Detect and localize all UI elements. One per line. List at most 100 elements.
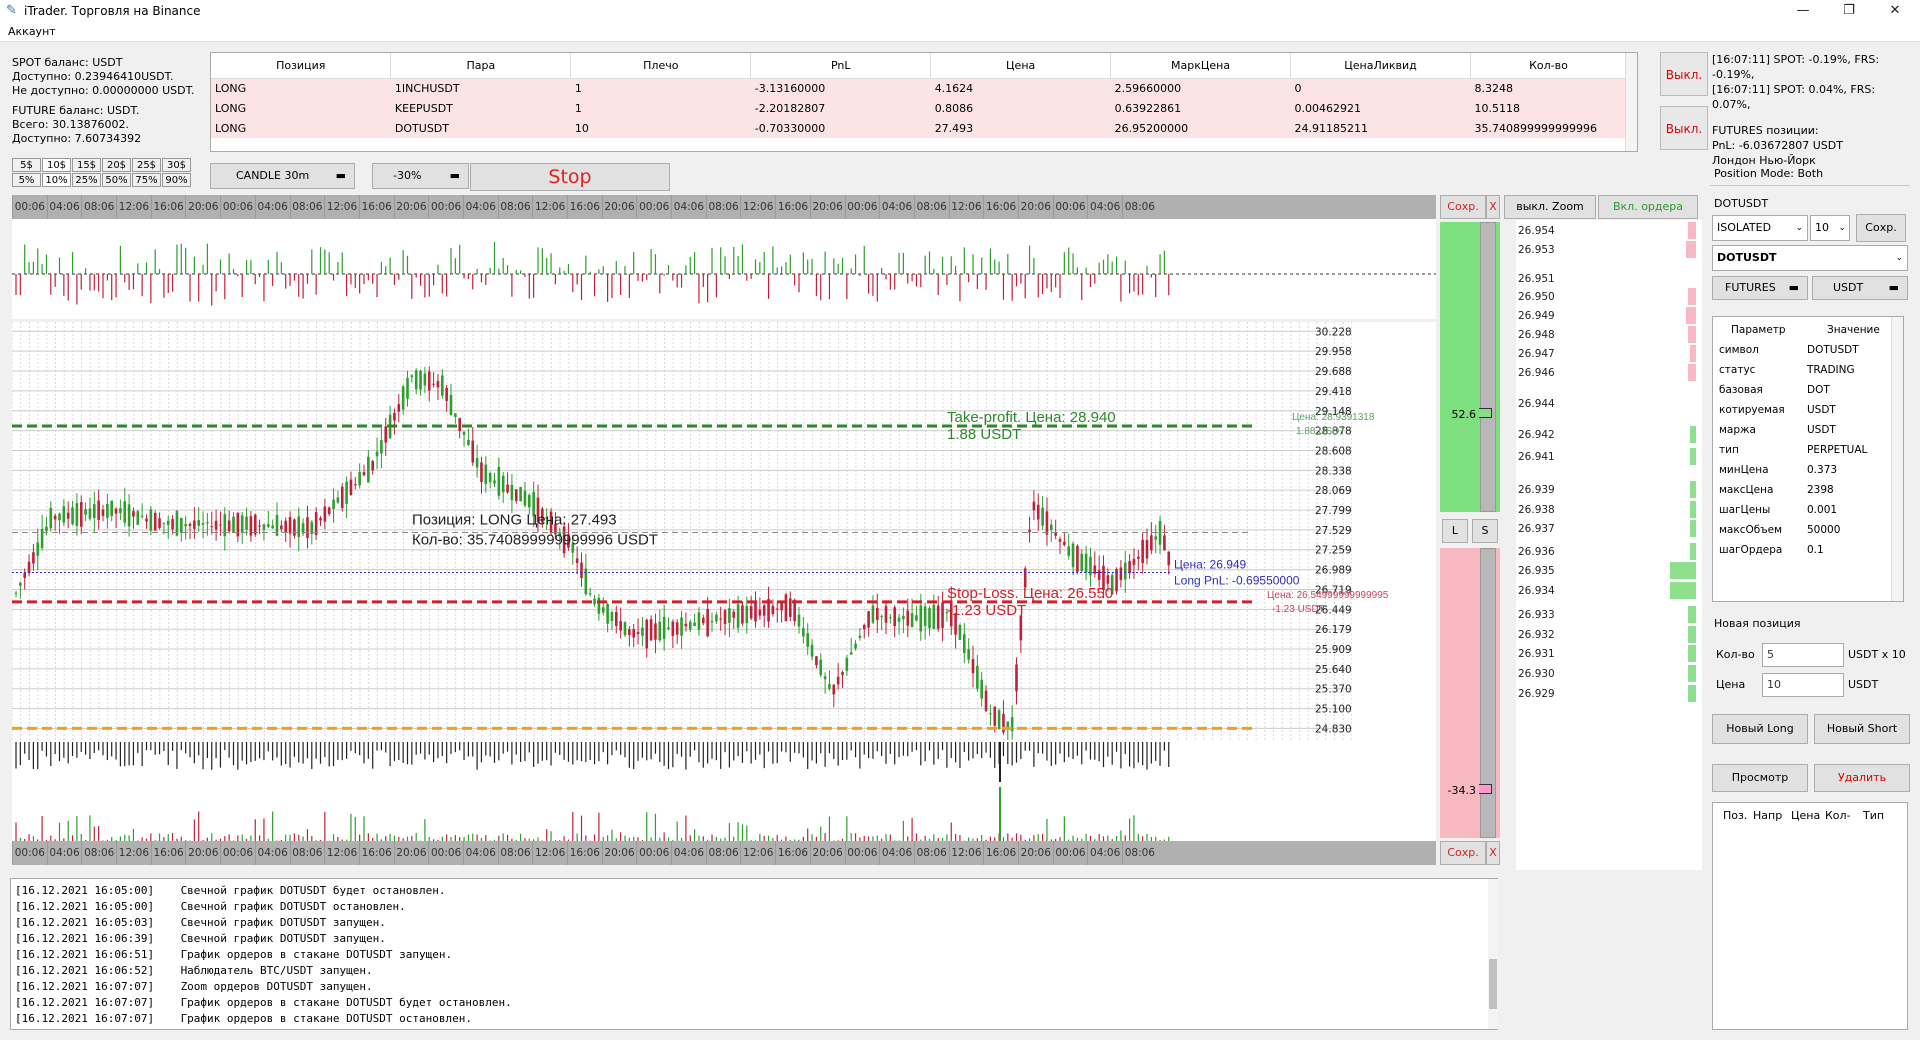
amount-pct-button[interactable]: 50% — [102, 173, 131, 187]
orders-col-header[interactable]: Кол- — [1825, 809, 1851, 822]
amount-pct-button[interactable]: 10% — [42, 173, 71, 187]
short-button[interactable]: S — [1472, 519, 1498, 543]
candle-body — [1093, 565, 1097, 574]
time-tick-label: 16:06 — [983, 195, 1018, 219]
preview-button[interactable]: Просмотр — [1712, 764, 1808, 792]
pair-select[interactable]: DOTUSDT ⌄ — [1712, 245, 1908, 271]
candle-body — [262, 524, 266, 530]
time-tick-label: 04:06 — [1087, 841, 1122, 865]
table-cell: 0.8086 — [930, 98, 1111, 118]
buy-zoom-slider[interactable] — [1480, 222, 1496, 512]
delete-button[interactable]: Удалить — [1814, 764, 1910, 792]
spot-title: SPOT баланс: USDT — [12, 56, 123, 69]
table-row[interactable]: LONG KEEPUSDT 1 -2.20182807 0.8086 0.63922861… — [211, 98, 1627, 118]
param-value: USDT — [1807, 404, 1836, 416]
orders-col-header[interactable]: Поз. — [1723, 809, 1748, 822]
candle-body — [1071, 543, 1075, 568]
price-chart-svg: 30.228 29.958 29.688 29.418 29.148 28.878 28.6… — [11, 322, 1436, 742]
col-header[interactable]: PnL — [750, 53, 932, 79]
table-cell: 1INCHUSDT — [390, 78, 571, 98]
positions-scrollbar[interactable] — [1625, 53, 1637, 151]
candle-body — [301, 523, 305, 534]
col-header[interactable]: Цена — [930, 53, 1112, 79]
log-scrollbar[interactable] — [1488, 879, 1498, 1029]
col-header[interactable]: Пара — [390, 53, 572, 79]
sell-zoom-handle[interactable] — [1479, 784, 1492, 794]
candle-body — [145, 518, 148, 522]
amount-usd-button[interactable]: 10$ — [42, 158, 71, 172]
new-long-button[interactable]: Новый Long — [1712, 714, 1808, 744]
orderbook-volume-bar — [1690, 448, 1696, 465]
log-line: [16.12.2021 16:06:52] Наблюдатель BTC/US… — [15, 964, 373, 977]
spot-toggle-button[interactable]: Выкл. — [1660, 52, 1708, 96]
amount-usd-button[interactable]: 15$ — [72, 158, 101, 172]
table-row[interactable]: LONG DOTUSDT 10 -0.70330000 27.493 26.9520000… — [211, 118, 1627, 138]
price-input[interactable]: 10 — [1762, 673, 1844, 697]
menu-account[interactable]: Аккаунт — [8, 25, 56, 38]
table-cell: 10 — [570, 118, 751, 138]
col-header[interactable]: ЦенаЛиквид — [1290, 53, 1471, 79]
zoom-close-top-button[interactable]: X — [1486, 195, 1500, 219]
time-tick-label: 20:06 — [1017, 195, 1053, 219]
amount-usd-button[interactable]: 25$ — [132, 158, 161, 172]
new-short-button[interactable]: Новый Short — [1814, 714, 1910, 744]
candle-body — [780, 601, 783, 611]
price-unit: USDT — [1848, 678, 1879, 691]
time-tick-label: 04:06 — [254, 195, 290, 219]
candle-body — [1132, 558, 1136, 566]
amount-usd-button[interactable]: 5$ — [12, 158, 41, 172]
table-cell: LONG — [211, 78, 391, 98]
amount-usd-button[interactable]: 30$ — [162, 158, 191, 172]
orders-col-header[interactable]: Тип — [1863, 809, 1885, 822]
app-icon: ✎ — [6, 3, 17, 18]
stop-button[interactable]: Stop — [470, 163, 670, 191]
orders-col-header[interactable]: Цена — [1791, 809, 1821, 822]
leverage-select[interactable]: 10 ⌄ — [1810, 215, 1850, 241]
candle-body — [832, 684, 836, 695]
margin-select[interactable]: ISOLATED ⌄ — [1712, 215, 1808, 241]
amount-usd-button[interactable]: 20$ — [102, 158, 131, 172]
buy-zoom-handle[interactable] — [1479, 408, 1492, 418]
params-scrollbar[interactable] — [1891, 317, 1903, 601]
time-tick-label: 00:06 — [428, 841, 463, 865]
time-tick-label: 04:06 — [46, 195, 82, 219]
qty-input[interactable]: 5 — [1762, 643, 1844, 667]
amount-pct-button[interactable]: 75% — [132, 173, 161, 187]
amount-pct-button[interactable]: 90% — [162, 173, 191, 187]
percent-select[interactable]: -30% ▬ — [372, 163, 469, 189]
table-row[interactable]: LONG 1INCHUSDT 1 -3.13160000 4.1624 2.5966000… — [211, 78, 1627, 98]
long-button[interactable]: L — [1442, 519, 1468, 543]
col-header[interactable]: Позиция — [211, 53, 392, 79]
sell-zoom-slider[interactable] — [1480, 548, 1496, 838]
candle-body — [445, 387, 448, 401]
time-tick-label: 08:06 — [1122, 841, 1157, 865]
orders-on-button[interactable]: Вкл. ордера — [1598, 195, 1698, 219]
zoom-save-top-button[interactable]: Сохр. — [1440, 195, 1486, 219]
candle-select[interactable]: CANDLE 30m ▬ — [210, 163, 355, 189]
candle-body — [989, 713, 992, 715]
col-header[interactable]: Кол-во — [1470, 53, 1628, 79]
futures-toggle-button[interactable]: Выкл. — [1660, 106, 1708, 150]
positions-table[interactable]: Позиция Пара Плечо PnL Цена МаркЦена ЦенаЛикви… — [210, 52, 1638, 152]
orders-list[interactable]: Поз. Напр Цена Кол- Тип — [1712, 802, 1908, 1030]
orders-col-header[interactable]: Напр — [1753, 809, 1783, 822]
candle-body — [806, 633, 809, 647]
zoom-off-button[interactable]: выкл. Zoom — [1504, 195, 1596, 219]
candle-body — [249, 516, 253, 536]
leverage-save-button[interactable]: Сохр. — [1856, 214, 1906, 242]
col-header[interactable]: МаркЦена — [1110, 53, 1292, 79]
zoom-close-bottom-button[interactable]: X — [1486, 841, 1500, 865]
candle-body — [27, 561, 31, 573]
zoom-save-bottom-button[interactable]: Сохр. — [1440, 841, 1486, 865]
amount-pct-button[interactable]: 25% — [72, 173, 101, 187]
col-header[interactable]: Плечо — [570, 53, 752, 79]
quote-select[interactable]: USDT ▬ — [1812, 276, 1908, 300]
table-cell: 10.5118 — [1470, 98, 1627, 118]
menu-bar: Аккаунт — [0, 22, 1920, 42]
market-select[interactable]: FUTURES ▬ — [1712, 276, 1808, 300]
time-tick-label: 16:06 — [150, 195, 186, 219]
close-button[interactable]: ✕ — [1889, 3, 1901, 18]
maximize-button[interactable]: ❐ — [1843, 3, 1855, 18]
amount-pct-button[interactable]: 5% — [12, 173, 41, 187]
minimize-button[interactable]: — — [1796, 3, 1810, 18]
